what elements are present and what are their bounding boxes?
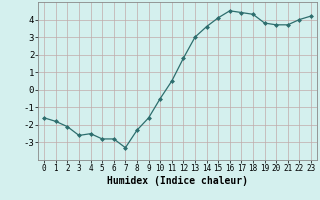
X-axis label: Humidex (Indice chaleur): Humidex (Indice chaleur) <box>107 176 248 186</box>
